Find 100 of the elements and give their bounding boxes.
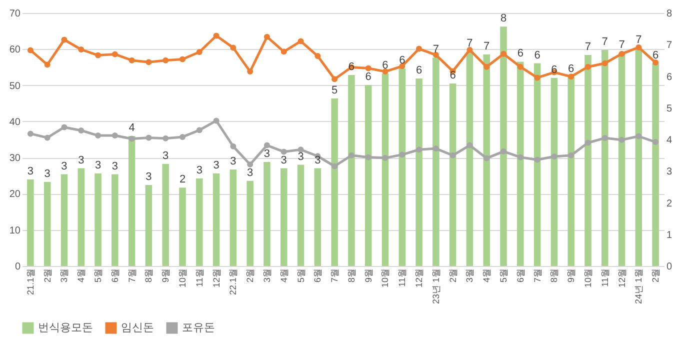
point xyxy=(466,142,473,148)
x-tick-label: 4월 xyxy=(76,268,86,283)
x-tick-label: 2월 xyxy=(448,268,458,283)
x-tick-label: 7월 xyxy=(126,268,137,283)
data-label: 6 xyxy=(365,71,372,84)
point xyxy=(280,48,287,55)
y2-tick-label: 2 xyxy=(666,198,672,210)
data-label: 6 xyxy=(348,60,355,73)
point xyxy=(618,136,625,143)
data-label: 3 xyxy=(44,168,50,180)
data-label: 3 xyxy=(61,160,68,172)
x-tick-label: 5월 xyxy=(93,268,104,283)
x-tick-label: 10월 xyxy=(178,268,188,288)
bar xyxy=(601,50,608,266)
bar xyxy=(635,48,642,266)
bar xyxy=(348,74,355,266)
data-label: 7 xyxy=(466,38,473,50)
point xyxy=(500,148,506,154)
point xyxy=(213,118,220,124)
y2-tick-label: 7 xyxy=(666,40,672,52)
x-tick-label: 12월 xyxy=(414,268,424,288)
y2-tick-label: 8 xyxy=(666,8,672,20)
data-label: 3 xyxy=(230,156,236,168)
x-tick-label: 8월 xyxy=(144,268,154,283)
point xyxy=(247,68,254,75)
y2-tick-label: 1 xyxy=(666,230,672,241)
bar xyxy=(364,85,372,266)
data-label: 6 xyxy=(534,49,540,62)
x-tick-label: 10월 xyxy=(582,268,593,288)
point xyxy=(365,65,372,72)
bar xyxy=(280,168,288,266)
point xyxy=(95,132,102,139)
data-label: 3 xyxy=(280,154,287,166)
data-label: 6 xyxy=(652,49,659,62)
point xyxy=(365,154,372,160)
point xyxy=(280,148,287,155)
point xyxy=(382,68,388,75)
point xyxy=(196,127,202,134)
bar xyxy=(230,170,237,266)
point xyxy=(247,161,254,168)
point xyxy=(568,74,574,80)
point xyxy=(264,34,270,40)
point xyxy=(230,143,236,150)
bar xyxy=(162,164,169,266)
bar xyxy=(297,164,304,266)
point xyxy=(128,57,135,64)
bar xyxy=(246,180,254,266)
point xyxy=(162,57,169,64)
bar xyxy=(44,182,51,266)
x-tick-label: 9월 xyxy=(160,268,171,283)
y-tick-label: 20 xyxy=(9,189,21,200)
point xyxy=(213,32,220,39)
data-label: 6 xyxy=(517,48,524,60)
legend-label: 포유돈 xyxy=(182,322,215,334)
x-tick-label: 3월 xyxy=(464,268,475,283)
point xyxy=(399,152,406,158)
bar xyxy=(466,52,474,266)
y-tick-label: 50 xyxy=(9,80,21,92)
point xyxy=(332,76,338,82)
data-label: 7 xyxy=(618,39,625,52)
data-label: 5 xyxy=(331,84,338,96)
x-tick-label: 21.1월 xyxy=(25,268,36,296)
y2-tick-label: 3 xyxy=(666,166,672,178)
x-tick-label: 8월 xyxy=(346,268,356,283)
bar xyxy=(331,98,338,266)
data-label: 7 xyxy=(636,34,642,46)
bar xyxy=(382,73,389,266)
data-label: 8 xyxy=(500,12,507,25)
point xyxy=(618,50,625,57)
bar xyxy=(432,58,440,266)
x-tick-label: 10월 xyxy=(380,268,390,288)
point xyxy=(602,135,608,142)
point xyxy=(517,64,524,70)
point xyxy=(27,47,34,54)
x-tick-label: 5월 xyxy=(296,268,306,283)
data-label: 3 xyxy=(112,160,118,172)
point xyxy=(180,56,186,62)
point xyxy=(466,46,473,53)
y-tick-label: 60 xyxy=(9,44,21,56)
point xyxy=(432,146,439,152)
x-tick-label: 2월 xyxy=(245,268,256,283)
point xyxy=(78,46,84,52)
bar xyxy=(534,63,541,266)
x-tick-label: 12월 xyxy=(616,268,627,288)
x-tick-label: 7월 xyxy=(532,268,542,283)
data-label: 3 xyxy=(146,171,152,184)
data-label: 3 xyxy=(196,164,202,176)
point xyxy=(61,124,68,130)
data-label: 7 xyxy=(484,40,490,52)
point xyxy=(584,64,591,70)
data-label: 6 xyxy=(568,62,574,75)
bar xyxy=(27,179,34,266)
x-tick-label: 7월 xyxy=(330,268,340,283)
point xyxy=(27,130,34,137)
point xyxy=(230,44,236,51)
data-label: 3 xyxy=(78,154,84,166)
point xyxy=(332,163,338,170)
point xyxy=(112,132,118,139)
x-tick-label: 4월 xyxy=(278,268,289,283)
data-label: 3 xyxy=(298,150,304,163)
